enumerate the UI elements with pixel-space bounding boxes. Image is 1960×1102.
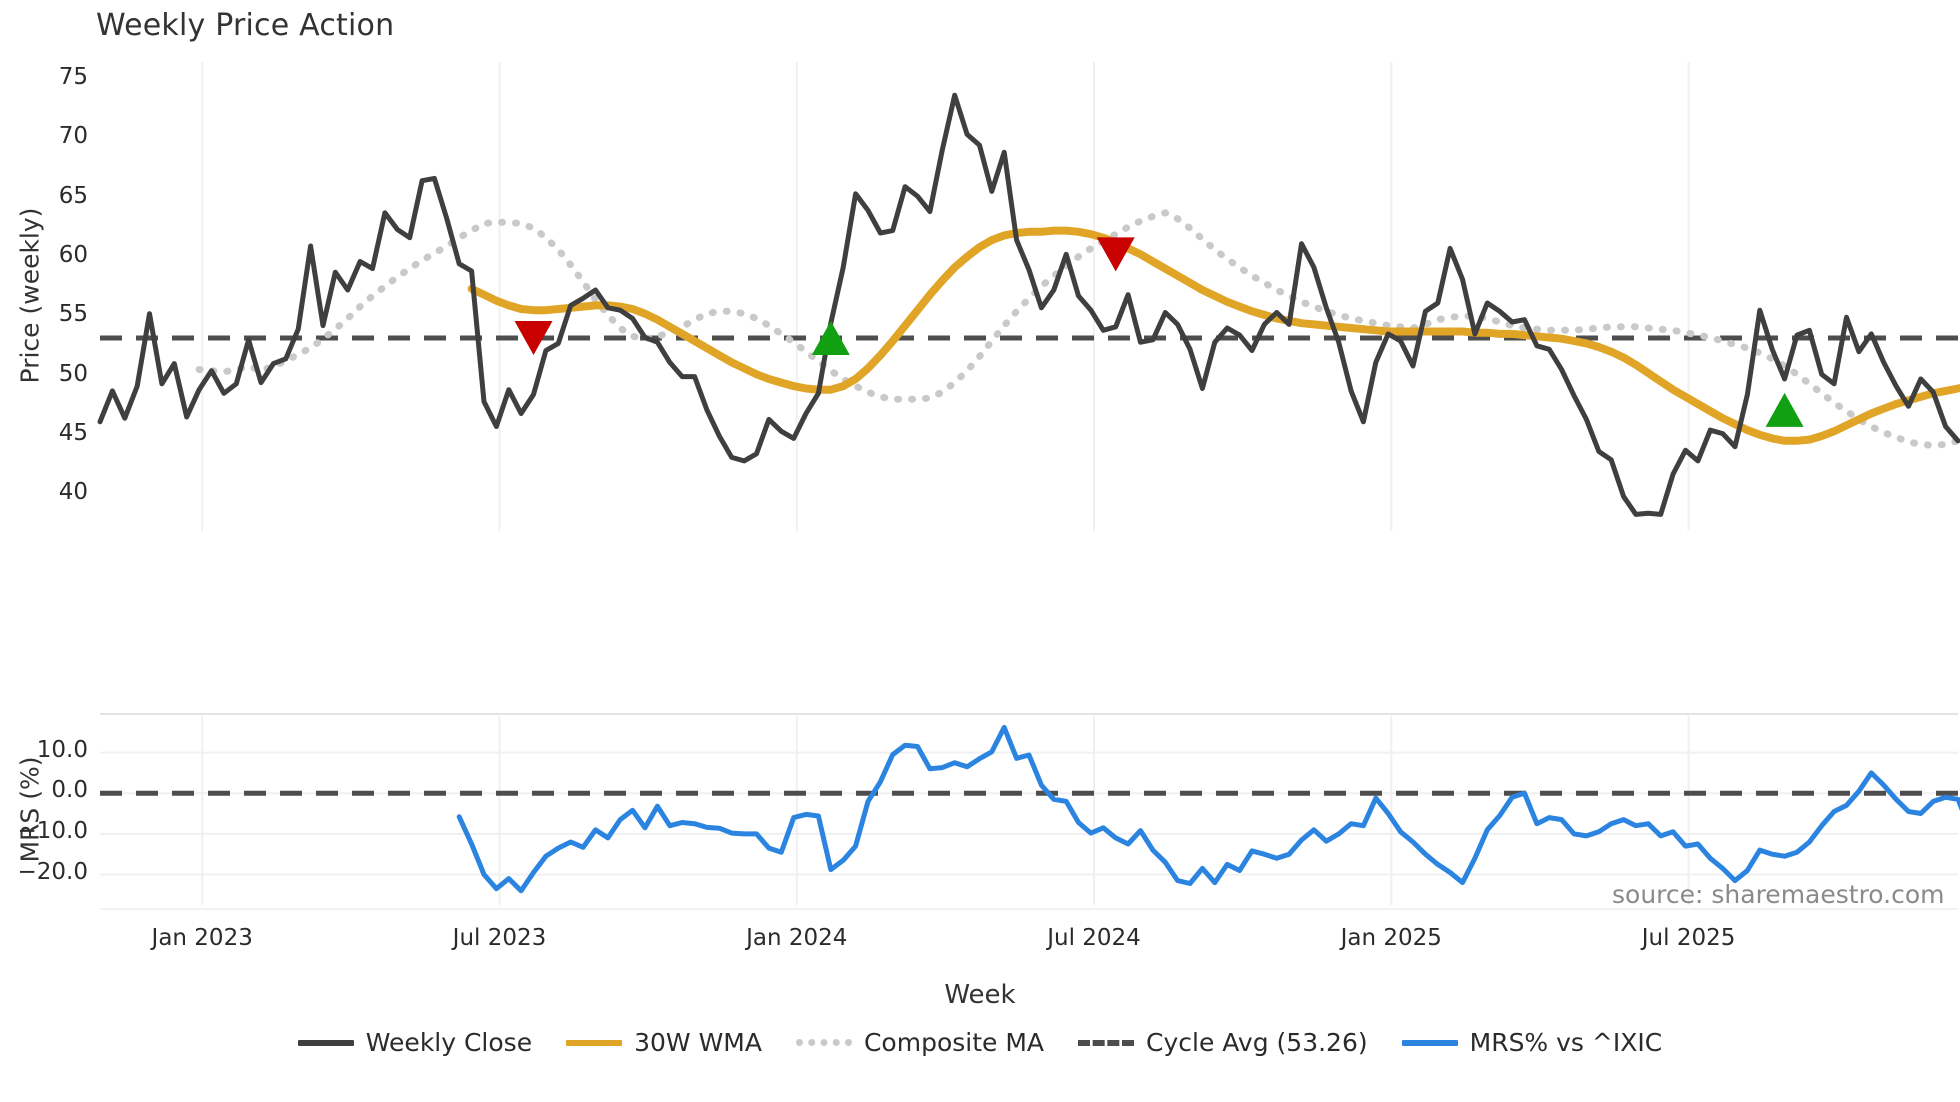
legend-swatch-icon: [297, 1039, 354, 1046]
legend-label: MRS% vs ^IXIC: [1469, 1028, 1663, 1057]
y-tick-label: −10.0: [17, 817, 88, 844]
legend-item-composite-ma[interactable]: Composite MA: [795, 1028, 1045, 1057]
y-tick-label: 45: [58, 420, 88, 446]
x-tick-label: Jul 2025: [1641, 925, 1736, 951]
y-tick-label: 10.0: [36, 736, 88, 763]
y-tick-label: 70: [58, 123, 88, 150]
y-tick-label: −20.0: [17, 858, 88, 885]
legend-swatch-icon: [795, 1039, 852, 1046]
x-tick-label: Jul 2024: [1047, 925, 1141, 951]
legend-label: Cycle Avg (53.26): [1146, 1028, 1368, 1057]
x-tick-label: Jan 2023: [151, 925, 253, 951]
legend-item-30w-wma[interactable]: 30W WMA: [566, 1028, 762, 1057]
x-tick-label: Jan 2024: [746, 925, 848, 951]
legend-label: 30W WMA: [634, 1028, 762, 1057]
buy-signal-marker: [811, 320, 850, 355]
y-tick-label: 40: [58, 479, 88, 506]
series-30w-wma: [467, 226, 1960, 445]
y-tick-label: 65: [58, 182, 88, 209]
legend-swatch-icon: [1078, 1039, 1135, 1046]
legend-swatch-icon: [566, 1039, 623, 1046]
source-watermark: source: sharemaestro.com: [1612, 880, 1945, 909]
x-axis-label: Week: [944, 980, 1016, 1010]
y-tick-label: 75: [58, 63, 88, 90]
x-tick-label: Jul 2023: [452, 925, 547, 951]
x-tick-label: Jan 2025: [1340, 925, 1442, 951]
y-tick-label: 50: [58, 360, 88, 387]
legend-item-cycle-avg-53-26[interactable]: Cycle Avg (53.26): [1078, 1028, 1368, 1057]
series-mrs-vs-ixic: [456, 724, 1960, 894]
legend-item-mrs-vs-ixic[interactable]: MRS% vs ^IXIC: [1401, 1028, 1663, 1057]
legend-swatch-icon: [1401, 1039, 1458, 1046]
y-tick-label: 60: [58, 241, 88, 268]
series-composite-ma: [195, 209, 1960, 449]
sell-signal-marker: [1096, 237, 1135, 272]
chart-legend: Weekly Close 30W WMA Composite MA Cycle Avg…: [0, 1028, 1960, 1057]
legend-item-weekly-close[interactable]: Weekly Close: [297, 1028, 533, 1057]
legend-label: Weekly Close: [365, 1028, 533, 1057]
y-tick-label: 0.0: [51, 777, 88, 804]
series-weekly-close: [97, 92, 1960, 517]
y-tick-label: 55: [58, 301, 88, 328]
sell-signal-marker: [514, 320, 553, 355]
legend-label: Composite MA: [863, 1028, 1045, 1057]
buy-signal-marker: [1765, 392, 1804, 427]
chart-title: Weekly Price Action: [96, 8, 395, 43]
